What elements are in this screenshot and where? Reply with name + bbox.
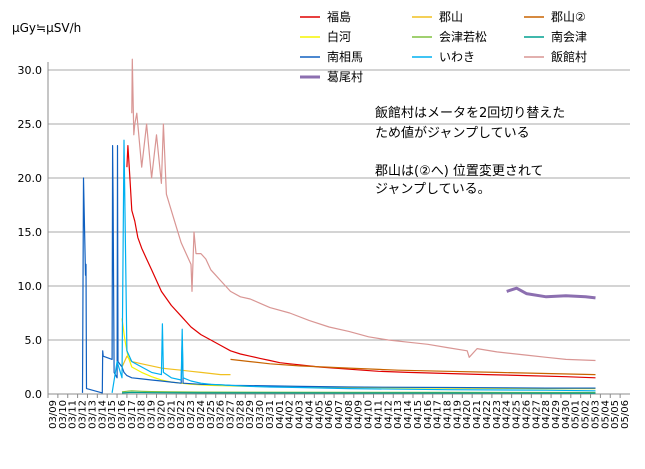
x-tick-label: 04/03 bbox=[295, 400, 306, 429]
legend-label: 飯館村 bbox=[551, 49, 587, 64]
annotation-line-3: 郡山は(②へ) 位置変更されて bbox=[375, 163, 544, 179]
gridlines bbox=[47, 62, 630, 395]
x-axis-ticks: 03/0903/1003/1103/1203/1303/1403/1503/16… bbox=[47, 394, 631, 429]
series-line-6 bbox=[81, 145, 596, 394]
x-tick-label: 03/27 bbox=[225, 400, 236, 429]
x-tick-label: 03/23 bbox=[186, 400, 197, 429]
x-tick-label: 04/30 bbox=[561, 400, 572, 429]
x-tick-label: 04/06 bbox=[324, 400, 335, 429]
y-tick-label: 0.0 bbox=[25, 388, 43, 401]
series-line-9 bbox=[506, 286, 596, 300]
legend-label: 南会津 bbox=[551, 29, 587, 44]
x-tick-label: 04/08 bbox=[344, 400, 355, 429]
x-tick-label: 03/18 bbox=[137, 400, 148, 429]
x-tick-label: 04/11 bbox=[373, 400, 384, 429]
y-tick-label: 30.0 bbox=[18, 64, 43, 77]
x-tick-label: 04/21 bbox=[472, 400, 483, 429]
y-tick-label: 20.0 bbox=[18, 172, 43, 185]
x-tick-label: 05/01 bbox=[571, 400, 582, 429]
annotation-line-4: ジャンプしている。 bbox=[375, 182, 491, 197]
x-tick-label: 03/29 bbox=[245, 400, 256, 429]
y-tick-label: 15.0 bbox=[18, 226, 43, 239]
x-tick-label: 04/16 bbox=[423, 400, 434, 429]
x-tick-label: 03/30 bbox=[255, 400, 266, 429]
y-tick-label: 25.0 bbox=[18, 118, 43, 131]
x-tick-label: 03/14 bbox=[97, 400, 108, 429]
series-line-7 bbox=[111, 139, 596, 393]
x-tick-label: 04/26 bbox=[521, 400, 532, 429]
x-tick-label: 04/14 bbox=[403, 400, 414, 429]
x-tick-label: 04/24 bbox=[502, 400, 513, 429]
x-tick-label: 04/27 bbox=[531, 400, 542, 429]
series-line-4 bbox=[121, 390, 596, 394]
x-tick-label: 04/20 bbox=[462, 400, 473, 429]
x-tick-label: 04/01 bbox=[275, 400, 286, 429]
x-tick-label: 03/28 bbox=[235, 400, 246, 429]
y-axis-ticks: 0.0 5.0 10.0 15.0 20.0 25.0 30.0 bbox=[18, 64, 43, 401]
x-tick-label: 05/06 bbox=[620, 400, 631, 429]
x-tick-label: 04/18 bbox=[443, 400, 454, 429]
legend-label: 郡山② bbox=[551, 10, 586, 24]
annotation-box: 飯館村はメータを2回切り替えた ため値がジャンプしている 郡山は(②へ) 位置変… bbox=[375, 106, 565, 197]
x-tick-label: 03/13 bbox=[87, 400, 98, 429]
x-tick-label: 05/02 bbox=[581, 400, 592, 429]
x-tick-label: 04/04 bbox=[304, 400, 315, 429]
y-tick-label: 5.0 bbox=[25, 334, 43, 347]
x-tick-label: 04/10 bbox=[364, 400, 375, 429]
x-tick-label: 03/17 bbox=[127, 400, 138, 429]
legend-label: 福島 bbox=[327, 9, 351, 24]
x-tick-label: 04/29 bbox=[551, 400, 562, 429]
x-tick-label: 04/19 bbox=[452, 400, 463, 429]
x-tick-label: 03/10 bbox=[58, 400, 69, 429]
series-line-5 bbox=[121, 391, 596, 394]
x-tick-label: 04/22 bbox=[482, 400, 493, 429]
legend-label: 会津若松 bbox=[439, 30, 487, 44]
annotation-line-2: ため値がジャンプしている bbox=[375, 125, 530, 141]
x-tick-label: 05/05 bbox=[610, 400, 621, 429]
x-tick-label: 04/17 bbox=[433, 400, 444, 429]
legend-label: 葛尾村 bbox=[327, 70, 363, 84]
series-line-8 bbox=[131, 58, 596, 362]
x-tick-label: 03/24 bbox=[196, 400, 207, 429]
x-tick-label: 03/09 bbox=[48, 400, 59, 429]
x-tick-label: 04/09 bbox=[354, 400, 365, 429]
annotation-line-1: 飯館村はメータを2回切り替えた bbox=[375, 106, 565, 121]
x-tick-label: 03/31 bbox=[265, 400, 276, 429]
x-tick-label: 04/15 bbox=[413, 400, 424, 429]
x-tick-label: 05/04 bbox=[600, 400, 611, 429]
x-tick-label: 03/16 bbox=[117, 400, 128, 429]
x-tick-label: 04/02 bbox=[285, 400, 296, 429]
x-tick-label: 03/26 bbox=[216, 400, 227, 429]
x-tick-label: 04/28 bbox=[541, 400, 552, 429]
x-tick-label: 04/13 bbox=[393, 400, 404, 429]
x-tick-label: 04/25 bbox=[512, 400, 523, 429]
legend-label: 白河 bbox=[327, 29, 351, 44]
x-tick-label: 05/03 bbox=[590, 400, 601, 429]
x-tick-label: 03/12 bbox=[78, 400, 89, 429]
legend-label: 南相馬 bbox=[327, 49, 363, 64]
x-tick-label: 03/20 bbox=[156, 400, 167, 429]
x-tick-label: 04/12 bbox=[383, 400, 394, 429]
y-axis-title: μGy≒μSV/h bbox=[12, 21, 81, 35]
legend-label: いわき bbox=[439, 50, 475, 64]
x-tick-label: 03/19 bbox=[147, 400, 158, 429]
x-tick-label: 04/05 bbox=[314, 400, 325, 429]
x-tick-label: 03/15 bbox=[107, 400, 118, 429]
x-tick-label: 04/07 bbox=[334, 400, 345, 429]
x-tick-label: 03/22 bbox=[176, 400, 187, 429]
x-tick-label: 03/11 bbox=[68, 400, 79, 429]
legend-label: 郡山 bbox=[439, 10, 463, 24]
series-line-2 bbox=[230, 358, 596, 376]
series-lines bbox=[81, 58, 596, 394]
x-tick-label: 03/25 bbox=[206, 400, 217, 429]
series-line-0 bbox=[126, 145, 596, 379]
x-tick-label: 04/23 bbox=[492, 400, 503, 429]
x-tick-label: 03/21 bbox=[166, 400, 177, 429]
y-tick-label: 10.0 bbox=[18, 280, 43, 293]
